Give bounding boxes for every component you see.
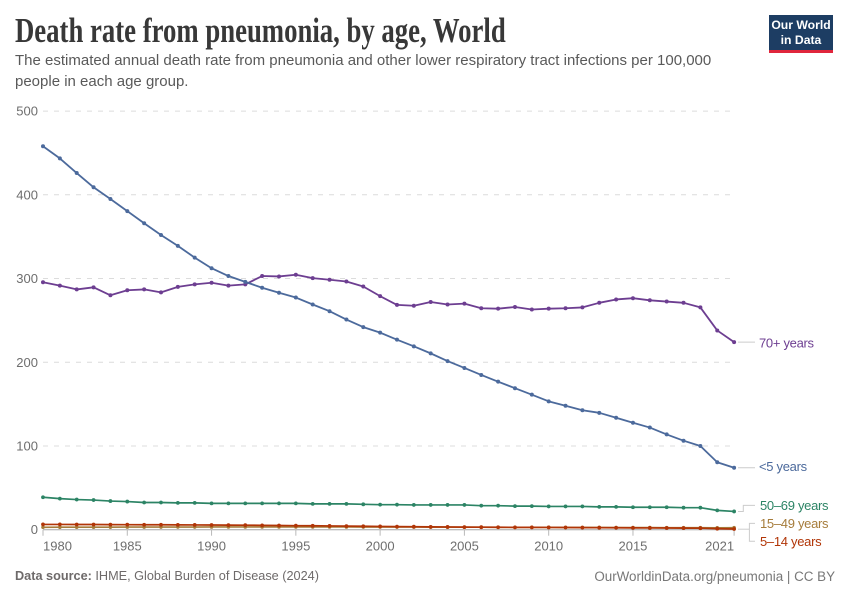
svg-text:5–14 years: 5–14 years xyxy=(760,534,822,549)
svg-text:15–49 years: 15–49 years xyxy=(760,516,829,531)
svg-text:1990: 1990 xyxy=(197,539,226,554)
svg-text:500: 500 xyxy=(16,104,38,119)
svg-text:1995: 1995 xyxy=(281,539,310,554)
svg-text:200: 200 xyxy=(16,355,38,370)
svg-text:400: 400 xyxy=(16,187,38,202)
svg-text:50–69 years: 50–69 years xyxy=(760,498,829,513)
svg-text:2015: 2015 xyxy=(618,539,647,554)
svg-text:70+ years: 70+ years xyxy=(759,335,815,350)
svg-text:0: 0 xyxy=(31,522,38,537)
svg-text:2010: 2010 xyxy=(534,539,563,554)
svg-text:100: 100 xyxy=(16,438,38,453)
svg-text:2021: 2021 xyxy=(705,539,734,554)
svg-text:1980: 1980 xyxy=(43,539,72,554)
svg-text:1985: 1985 xyxy=(113,539,142,554)
svg-text:2005: 2005 xyxy=(450,539,479,554)
svg-text:<5 years: <5 years xyxy=(759,459,808,474)
svg-text:2000: 2000 xyxy=(366,539,395,554)
svg-text:300: 300 xyxy=(16,271,38,286)
